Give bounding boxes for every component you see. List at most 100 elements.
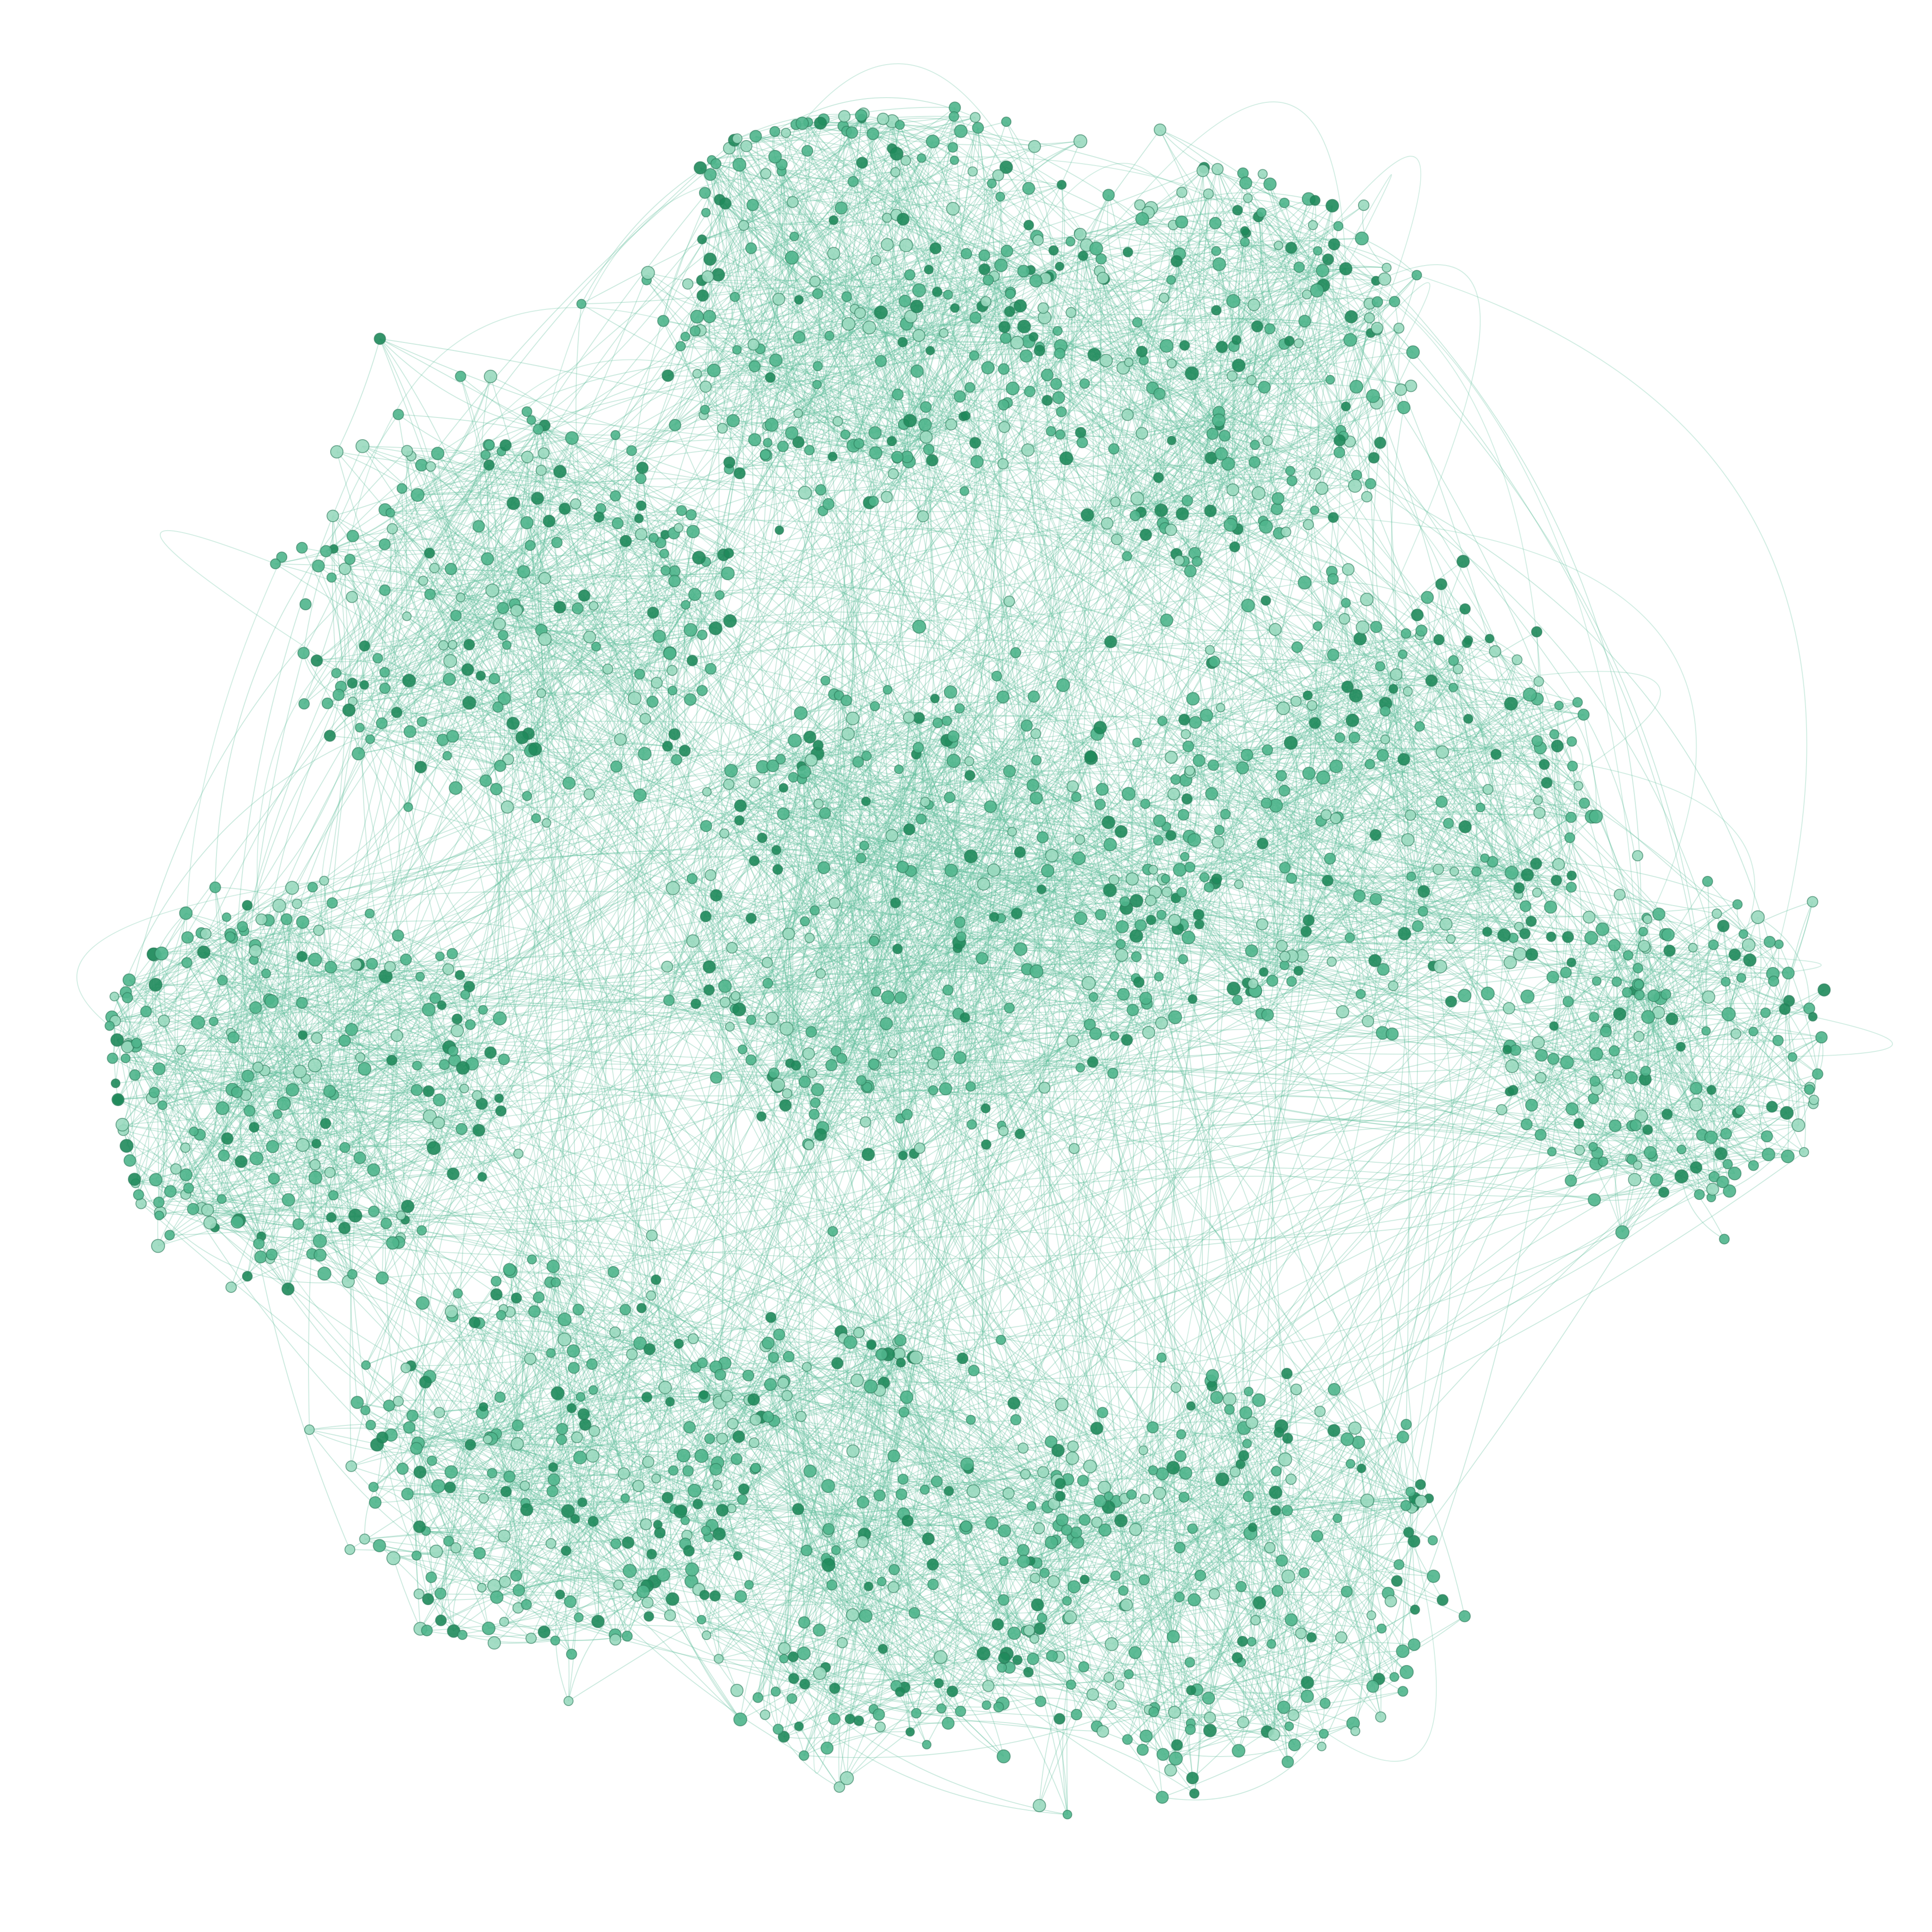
graph-edge [118,517,1334,1100]
graph-edge [516,787,784,1299]
graph-edge [589,637,641,795]
graph-edge [516,804,929,1299]
graph-edge [408,542,661,681]
graph-edge [364,1001,740,1069]
graph-edge [349,467,643,711]
graph-edge [626,1397,661,1637]
graph-edge [336,440,1340,491]
graph-edge [960,131,1035,147]
graph-edge [531,419,1177,555]
graph-edge [1311,1437,1404,1638]
graph-edge [807,150,936,249]
graph-edge [1410,815,1551,908]
graph-edge [1636,1012,1659,1166]
graph-edge [442,594,695,741]
graph-edge [1163,1576,1434,1755]
graph-edge [1174,793,1447,924]
graph-edge [188,454,766,1189]
graph-edge [1321,389,1401,489]
graph-edge [1540,1046,1681,1135]
graph-edge [918,335,966,416]
graph-edge [618,1349,650,1474]
graph-edge [1197,1609,1416,1690]
graph-edge [136,1042,406,1221]
graph-edge [1646,948,1785,1010]
graph-edge [117,887,292,1100]
graph-edge [914,871,1049,1154]
graph-edge [185,864,1559,1075]
graph-edge [1553,1025,1665,1193]
graph-edge [401,488,621,740]
graph-edge [905,160,1021,307]
graph-edge [364,465,1291,647]
graph-edge [685,117,975,337]
graph-edge [860,115,995,277]
graph-edge [1051,1542,1093,1695]
graph-edge [210,931,245,1162]
graph-edge [479,1282,557,1554]
graph-edge [796,719,1185,1066]
graph-edge [1402,654,1481,808]
graph-edge [421,465,959,1015]
graph-edge [1571,957,1789,974]
graph-edge [1251,1564,1399,1642]
graph-edge [1540,1032,1822,1135]
graph-edge [1291,720,1353,957]
graph-edge [1077,234,1162,511]
graph-edge [117,959,316,1041]
graph-edge [1753,973,1789,1166]
graph-edge [985,233,1079,1109]
graph-edge [526,1282,557,1605]
graph-edge [125,1058,325,1274]
graph-edge [369,913,471,1025]
graph-edge [829,291,938,336]
graph-edge [796,998,1193,1066]
graph-edge [1327,880,1384,970]
graph-edge [333,653,670,1095]
graph-edge [1159,820,1248,983]
graph-edge [1247,723,1316,756]
graph-edge [1356,330,1386,475]
graph-edge [963,278,1046,417]
graph-edge [804,1731,910,1756]
graph-edge [1060,345,1225,436]
graph-edge [716,844,1111,916]
graph-edge [852,181,970,388]
graph-edge [1124,1498,1183,1745]
graph-edge [1102,1412,1239,1751]
graph-edge [1067,1586,1241,1619]
graph-edge [1540,1031,1754,1135]
graph-edge [1619,894,1666,935]
graph-edge [1107,523,1166,532]
graph-edge [683,531,694,700]
graph-edge [728,784,810,939]
graph-edge [350,526,479,1466]
graph-edge [1150,710,1386,920]
graph-edge [1393,681,1540,986]
graph-edge [362,445,641,483]
graph-edge [286,919,429,1092]
graph-edge [185,964,359,1148]
graph-edge [253,905,280,1127]
graph-edge [496,1577,716,1598]
graph-edge [1375,899,1446,925]
graph-edge [482,1412,648,1587]
graph-edge [1112,380,1252,1074]
graph-edge [253,959,316,1290]
graph-edge [1593,901,1813,1099]
graph-edge [519,609,608,1320]
graph-edge [1003,183,1271,370]
graph-edge [864,845,1510,1047]
graph-edge [1270,723,1316,957]
graph-edge [154,954,402,1216]
graph-edge [1519,996,1528,1124]
graph-edge [643,1354,889,1592]
graph-edge [258,1066,501,1112]
graph-edge [753,1363,838,1443]
graph-edge [849,1344,889,1719]
graph-edge [724,1118,1603,1364]
graph-edge [382,534,666,724]
graph-edge [525,1309,579,1503]
graph-edge [1037,240,1341,738]
graph-edge [346,156,775,1425]
